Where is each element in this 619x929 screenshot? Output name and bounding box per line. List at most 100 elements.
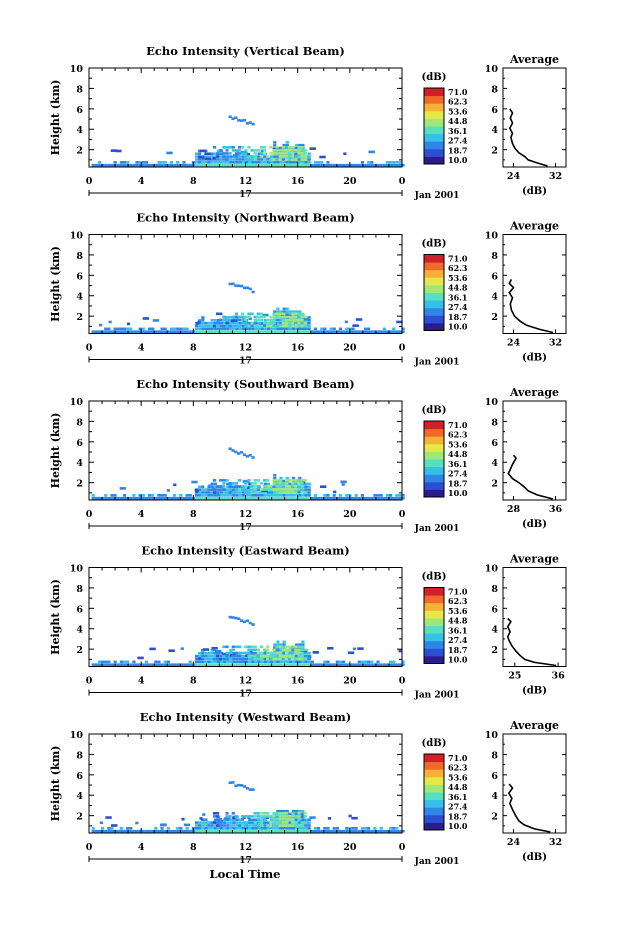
echo-cell [166,151,173,155]
echo-cell [138,494,142,497]
echo-cell [222,488,226,491]
echo-cell [229,496,233,500]
echo-cell [294,485,298,488]
echo-cell [373,163,377,167]
echo-cell [295,654,299,658]
profile-y-tick-label: 4 [491,292,498,303]
echo-cell [104,496,108,500]
echo-cell [166,330,170,333]
echo-cell [282,809,286,813]
echo-cell [313,829,318,833]
echo-cell [335,660,339,664]
echo-cell [201,829,205,833]
echo-cell [284,654,289,658]
echo-cell [307,821,311,824]
echo-cell [244,149,248,152]
echo-cell [100,330,105,333]
echo-cell [129,163,133,167]
echo-cell [291,827,296,830]
echo-cell [291,163,296,167]
echo-cell [207,327,211,331]
echo-cell [284,324,289,328]
echo-cell [251,496,255,500]
echo-cell [116,163,120,167]
echo-cell [295,310,299,313]
profile-frame [502,733,567,834]
echo-cell [241,663,246,666]
echo-cell [298,476,302,480]
echo-cell [281,155,285,158]
echo-cell [94,829,98,833]
echo-cell [282,161,286,164]
colorbar-tick-label: 36.1 [448,792,467,802]
echo-cell [247,312,251,316]
echo-cell [316,330,321,333]
colorbar-tick-label: 62.3 [448,263,468,273]
echo-cell [345,827,349,830]
echo-cell [198,651,202,655]
echo-cell [295,663,299,666]
echo-cell [223,321,227,325]
echo-cell [253,824,257,827]
profile-x-tick-label: 28 [507,504,521,515]
echo-cell [354,663,358,666]
echo-cell [225,491,229,494]
echo-cell [273,663,277,666]
echo-cell [107,496,111,500]
echo-cell [385,161,390,164]
echo-cell [297,146,301,149]
echo-cell [235,657,239,661]
echo-cell [275,821,279,824]
echo-cell [231,654,235,658]
echo-cell [241,152,245,155]
echo-cell [241,660,246,664]
echo-cell [138,496,142,500]
echo-cell [204,152,211,156]
echo-cell [392,327,396,331]
echo-cell [275,485,279,488]
echo-cell [129,829,133,833]
echo-cell [169,496,174,500]
echo-cell [132,663,136,666]
echo-cell [160,327,164,331]
echo-cell [363,330,368,333]
x-tick-label: 0 [86,842,93,853]
colorbar-unit: (dB) [422,405,447,416]
echo-cell [266,824,270,827]
echo-cell [251,829,255,833]
echo-cell [284,491,289,494]
echo-cell [266,827,271,830]
echo-cell [278,812,282,815]
echo-cell [204,157,211,161]
echo-cell [388,829,393,833]
echo-cell [179,330,183,333]
echo-cell [275,491,279,494]
echo-cell [263,161,267,164]
echo-cell [288,330,292,333]
echo-cell [294,149,298,152]
echo-cell [232,330,236,333]
echo-cell [234,152,239,155]
echo-cell [263,829,267,833]
echo-cell [157,829,161,833]
echo-cell [241,155,246,158]
echo-cell [338,660,343,664]
echo-cell [266,330,271,333]
echo-cell [270,327,274,331]
echo-cell [262,648,267,652]
echo-cell [309,147,316,150]
echo-cell [241,324,246,328]
echo-cell [210,496,214,500]
profile-y-tick-label: 4 [491,458,498,469]
echo-cell [219,324,224,328]
echo-cell [382,496,386,500]
echo-cell [273,496,277,500]
echo-cell [276,161,280,164]
echo-cell [313,163,318,167]
x-tick-label: 8 [190,676,197,687]
echo-cell [226,161,230,164]
echo-cell [172,829,177,833]
echo-cell [300,654,304,658]
echo-cell [262,654,267,658]
echo-cell [226,485,230,489]
